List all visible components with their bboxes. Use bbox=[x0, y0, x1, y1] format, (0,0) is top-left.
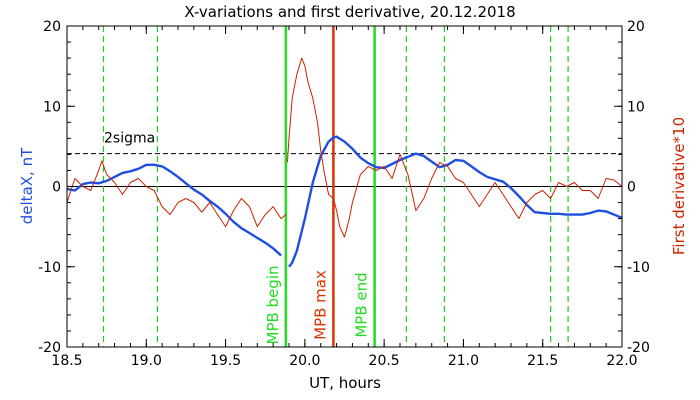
y-left-tick-label-3: -10 bbox=[38, 260, 61, 276]
marker-label-3: MPB max bbox=[311, 270, 329, 340]
x-axis-label: UT, hours bbox=[309, 374, 381, 392]
y-left-tick-label-4: -20 bbox=[38, 340, 61, 356]
chart-title: X-variations and first derivative, 20.12… bbox=[184, 3, 515, 21]
threshold-label: 2sigma bbox=[104, 131, 155, 147]
y-left-tick-label-1: 10 bbox=[43, 99, 61, 115]
y-right-tick-label-3: -10 bbox=[627, 260, 650, 276]
x-tick-label-6: 21.5 bbox=[527, 353, 558, 369]
series-0-segment-1 bbox=[288, 135, 623, 268]
y-right-tick-label-1: 10 bbox=[627, 99, 645, 115]
x-tick-label-0: 18.5 bbox=[51, 353, 82, 369]
y-left-tick-label-2: 0 bbox=[52, 180, 61, 196]
y-right-tick-label-4: -20 bbox=[627, 340, 650, 356]
y-axis-left-label: deltaX, nT bbox=[18, 147, 36, 224]
y-axis-right-label: First derivative*10 bbox=[670, 117, 688, 255]
x-tick-label-3: 20.0 bbox=[289, 353, 320, 369]
x-tick-label-7: 22.0 bbox=[606, 353, 637, 369]
x-tick-label-5: 21.0 bbox=[448, 353, 479, 369]
marker-label-2: MPB begin bbox=[264, 266, 282, 345]
series-1-segment-1 bbox=[286, 57, 623, 238]
y-left-tick-label-0: 20 bbox=[43, 19, 61, 35]
y-right-tick-label-2: 0 bbox=[627, 180, 636, 196]
series-1-segment-0 bbox=[66, 160, 287, 228]
plot-area: 2sigma MPB begin MPB max MPB end 18.5 19.0 19.… bbox=[38, 19, 650, 369]
y-right-tick-label-0: 20 bbox=[627, 19, 645, 35]
series-0-segment-0 bbox=[66, 163, 282, 257]
x-tick-label-1: 19.0 bbox=[131, 353, 162, 369]
marker-label-4: MPB end bbox=[353, 272, 371, 337]
x-tick-label-2: 19.5 bbox=[210, 353, 241, 369]
x-tick-label-4: 20.5 bbox=[369, 353, 400, 369]
